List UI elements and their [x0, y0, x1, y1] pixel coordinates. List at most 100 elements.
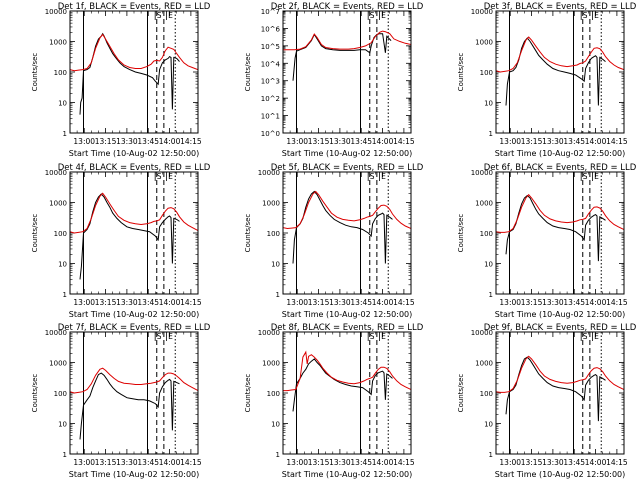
chart-panel-6: Det 6f, BLACK = Events, RED = LLD Start T…: [457, 163, 637, 319]
plot-frame: [495, 331, 625, 455]
chart-title: Det 8f, BLACK = Events, RED = LLD: [271, 323, 424, 333]
x-axis-label: Start Time (10-Aug-02 12:50:00): [495, 310, 626, 319]
series-line-events: [505, 194, 606, 262]
y-tick-label: 1: [489, 130, 493, 138]
y-tick-label: 10: [271, 421, 280, 429]
series-line-lld: [283, 350, 411, 392]
x-tick-label: 13:00: [286, 458, 308, 467]
plot-frame: [282, 10, 412, 134]
y-tick-label: 10^0: [261, 130, 280, 138]
y-tick-label: 10^2: [261, 95, 280, 103]
x-tick-label: 13:45: [350, 137, 372, 146]
y-tick-label: 1: [489, 451, 493, 459]
x-axis-label: Start Time (10-Aug-02 12:50:00): [282, 470, 413, 479]
y-tick-label: 10: [271, 261, 280, 269]
x-tick-label: 13:30: [542, 458, 564, 467]
y-tick-label: 10000: [45, 329, 67, 337]
marker-label: E: [168, 11, 173, 20]
y-tick-label: 10000: [471, 329, 493, 337]
y-tick-label: 1000: [262, 200, 280, 208]
x-tick-label: 13:30: [542, 137, 564, 146]
x-tick-label: 13:00: [499, 458, 521, 467]
x-tick-label: 14:15: [180, 298, 202, 307]
x-tick-label: 13:15: [95, 298, 117, 307]
x-tick-label: 13:30: [329, 458, 351, 467]
x-tick-label: 13:15: [95, 137, 117, 146]
chart-panel-8: Det 8f, BLACK = Events, RED = LLD Start T…: [244, 323, 424, 479]
series-line-lld: [496, 193, 624, 233]
x-tick-label: 13:15: [521, 458, 543, 467]
series-line-lld: [70, 192, 198, 234]
marker-label: S: [157, 11, 162, 20]
marker-label: E: [594, 11, 599, 20]
y-tick-label: 1000: [262, 360, 280, 368]
x-tick-label: 14:00: [585, 458, 607, 467]
marker-label: E: [594, 172, 599, 181]
y-axis-label: Counts/sec: [457, 214, 465, 253]
marker-label: S: [370, 11, 375, 20]
x-tick-label: 13:45: [137, 458, 159, 467]
x-tick-label: 14:15: [606, 137, 628, 146]
x-tick-label: 13:30: [329, 137, 351, 146]
y-tick-label: 100: [480, 230, 493, 238]
plot-frame: [495, 10, 625, 134]
x-tick-label: 14:15: [393, 298, 415, 307]
y-tick-label: 10: [58, 421, 67, 429]
x-tick-label: 14:15: [180, 458, 202, 467]
marker-label: E: [381, 332, 386, 341]
x-tick-label: 13:00: [73, 137, 95, 146]
series-line-events: [505, 356, 606, 422]
y-tick-label: 100: [54, 230, 67, 238]
y-tick-label: 1: [63, 130, 67, 138]
y-axis-label: Counts/sec: [31, 374, 39, 413]
plot-frame: [495, 171, 625, 295]
x-axis-label: Start Time (10-Aug-02 12:50:00): [495, 470, 626, 479]
x-axis-label: Start Time (10-Aug-02 12:50:00): [69, 149, 200, 158]
x-tick-label: 13:00: [499, 298, 521, 307]
y-tick-label: 10^3: [261, 78, 280, 86]
x-tick-label: 14:00: [372, 458, 394, 467]
x-tick-label: 13:15: [308, 137, 330, 146]
x-tick-label: 13:30: [116, 137, 138, 146]
x-tick-label: 13:00: [73, 458, 95, 467]
y-tick-label: 100: [480, 390, 493, 398]
y-tick-label: 10: [58, 100, 67, 108]
chart-panel-5: Det 5f, BLACK = Events, RED = LLD Start T…: [244, 163, 424, 319]
marker-label: E: [381, 172, 386, 181]
x-tick-label: 14:00: [585, 137, 607, 146]
y-tick-label: 1: [276, 291, 280, 299]
x-tick-label: 13:30: [116, 458, 138, 467]
x-axis-label: Start Time (10-Aug-02 12:50:00): [282, 310, 413, 319]
x-axis-label: Start Time (10-Aug-02 12:50:00): [495, 149, 626, 158]
y-tick-label: 1000: [49, 39, 67, 47]
y-tick-label: 100: [54, 69, 67, 77]
plot-frame: [69, 10, 199, 134]
chart-title: Det 3f, BLACK = Events, RED = LLD: [484, 2, 637, 12]
series-line-lld: [496, 355, 624, 393]
x-tick-label: 14:00: [585, 298, 607, 307]
marker-label: S: [583, 332, 588, 341]
y-tick-label: 100: [267, 390, 280, 398]
x-tick-label: 13:15: [308, 298, 330, 307]
y-tick-label: 1000: [49, 200, 67, 208]
x-tick-label: 13:15: [308, 458, 330, 467]
chart-title: Det 6f, BLACK = Events, RED = LLD: [484, 163, 637, 173]
y-tick-label: 10: [484, 421, 493, 429]
plot-frame: [69, 331, 199, 455]
series-line-lld: [283, 30, 411, 51]
y-tick-label: 10^5: [261, 43, 280, 51]
x-tick-label: 14:15: [393, 137, 415, 146]
y-tick-label: 10^4: [261, 60, 281, 68]
series-line-lld: [283, 190, 411, 230]
marker-label: E: [168, 172, 173, 181]
marker-label: E: [594, 332, 599, 341]
chart-panel-3: Det 3f, BLACK = Events, RED = LLD Start T…: [457, 2, 637, 158]
series-line-lld: [70, 33, 198, 72]
y-tick-label: 10^6: [261, 25, 281, 33]
series-line-events: [79, 193, 180, 280]
x-tick-label: 13:15: [95, 458, 117, 467]
x-tick-label: 13:45: [563, 137, 585, 146]
x-tick-label: 13:00: [286, 137, 308, 146]
plot-frame: [282, 171, 412, 295]
